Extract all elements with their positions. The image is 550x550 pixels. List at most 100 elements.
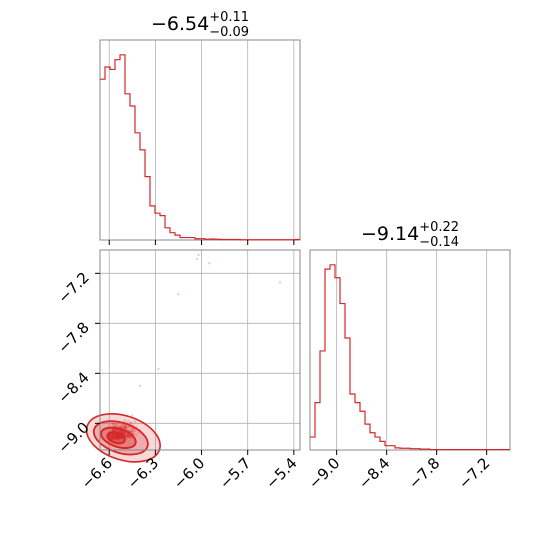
joint-point-7 — [110, 437, 114, 440]
joint-point-247 — [117, 430, 121, 433]
joint-point-95 — [133, 430, 136, 433]
joint-outlier-4 — [278, 281, 282, 284]
joint-point-137 — [113, 435, 117, 438]
joint-point-342 — [117, 436, 121, 440]
joint-point-149 — [116, 429, 120, 432]
joint-point-67 — [120, 430, 124, 434]
joint-point-184 — [114, 424, 118, 428]
hist1-step-line — [100, 54, 300, 241]
joint-point-25 — [113, 437, 117, 441]
hist1-title: −6.54+0.11 — [151, 10, 249, 35]
joint-point-303 — [123, 426, 127, 429]
joint-outlier-1 — [195, 257, 199, 261]
joint-point-225 — [121, 431, 125, 435]
joint-point-202 — [110, 436, 114, 440]
joint-point-170 — [115, 435, 119, 438]
joint-point-86 — [116, 438, 120, 441]
joint-point-21 — [130, 430, 133, 433]
joint-point-10 — [127, 425, 131, 429]
joint-point-111 — [111, 434, 115, 438]
joint-point-13 — [111, 428, 114, 432]
hist2-title: −9.14+0.22 — [361, 220, 459, 245]
joint-point-153 — [117, 424, 121, 428]
joint-point-257 — [115, 435, 119, 439]
joint-point-367 — [133, 428, 136, 432]
joint-point-158 — [127, 435, 130, 438]
joint-point-3 — [112, 436, 115, 439]
joint-point-357 — [122, 431, 125, 434]
joint-point-372 — [133, 420, 136, 423]
joint-point-275 — [115, 436, 118, 439]
hist2-step-line — [310, 264, 510, 451]
joint-point-100 — [115, 434, 119, 437]
hist1-title-plus: +0.11 — [209, 10, 249, 25]
joint-point-17 — [109, 435, 113, 439]
joint-point-96 — [124, 426, 128, 430]
hist2-xtick-label-0: −9.0 — [305, 454, 343, 492]
joint-point-368 — [112, 432, 116, 436]
joint-point-146 — [110, 436, 114, 439]
joint-point-31 — [124, 427, 128, 431]
joint-point-166 — [118, 436, 122, 440]
joint-point-305 — [123, 426, 127, 430]
joint-point-135 — [131, 430, 134, 434]
joint-point-366 — [124, 425, 128, 428]
joint-point-267 — [115, 434, 118, 438]
joint-point-105 — [131, 429, 134, 433]
joint-point-361 — [121, 431, 124, 435]
joint-point-375 — [125, 426, 128, 430]
joint-point-104 — [115, 435, 119, 438]
joint-point-219 — [130, 413, 134, 417]
joint-ytick-label-2: −7.8 — [54, 318, 92, 356]
joint-point-71 — [124, 424, 128, 427]
joint-point-276 — [130, 436, 133, 439]
joint-point-69 — [108, 434, 112, 438]
joint-point-189 — [123, 426, 126, 429]
joint-point-252 — [117, 434, 120, 438]
joint-point-167 — [119, 429, 122, 433]
joint-point-148 — [116, 437, 119, 440]
joint-point-88 — [114, 422, 117, 425]
joint-point-169 — [112, 433, 116, 437]
joint-point-106 — [123, 432, 126, 435]
joint-point-91 — [111, 435, 115, 438]
joint-point-123 — [113, 437, 116, 441]
joint-point-188 — [119, 435, 122, 439]
hist2-xtick-label-3: −7.2 — [455, 454, 493, 492]
joint-point-199 — [113, 424, 117, 427]
joint-point-223 — [114, 436, 117, 440]
joint-point-187 — [122, 432, 126, 436]
joint-ytick-label-1: −8.4 — [54, 368, 92, 406]
joint-point-232 — [122, 423, 126, 427]
joint-point-250 — [126, 435, 129, 439]
joint-point-346 — [118, 435, 121, 438]
joint-point-217 — [114, 436, 118, 440]
joint-point-226 — [116, 436, 120, 440]
joint-point-34 — [115, 437, 119, 440]
joint-point-321 — [111, 433, 114, 436]
joint-xtick-label-3: −5.7 — [216, 454, 254, 492]
joint-point-290 — [113, 435, 117, 439]
joint-point-194 — [128, 429, 131, 433]
joint-point-281 — [128, 434, 132, 438]
joint-point-29 — [111, 422, 115, 426]
joint-point-235 — [120, 436, 123, 440]
joint-point-192 — [114, 436, 118, 440]
joint-point-193 — [115, 436, 119, 440]
joint-point-317 — [123, 432, 127, 436]
joint-point-304 — [117, 434, 121, 438]
joint-point-292 — [124, 432, 128, 435]
joint-point-173 — [114, 433, 118, 437]
joint-point-337 — [116, 435, 119, 438]
joint-contour-3 — [106, 431, 126, 445]
joint-point-320 — [119, 435, 122, 439]
joint-point-116 — [123, 425, 127, 429]
joint-point-177 — [125, 433, 129, 437]
joint-point-265 — [130, 429, 134, 432]
joint-point-32 — [113, 428, 117, 432]
joint-point-211 — [125, 433, 129, 437]
joint-point-374 — [113, 437, 116, 441]
joint-point-280 — [111, 428, 114, 431]
joint-outlier-6 — [138, 384, 142, 388]
